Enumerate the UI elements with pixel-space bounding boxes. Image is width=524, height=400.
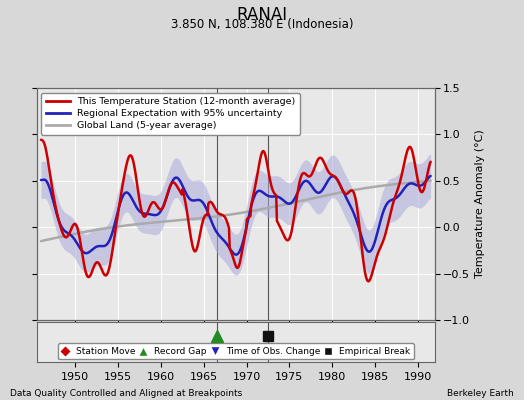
Text: 3.850 N, 108.380 E (Indonesia): 3.850 N, 108.380 E (Indonesia): [171, 18, 353, 31]
Text: Data Quality Controlled and Aligned at Breakpoints: Data Quality Controlled and Aligned at B…: [10, 389, 243, 398]
Y-axis label: Temperature Anomaly (°C): Temperature Anomaly (°C): [475, 130, 485, 278]
Legend: This Temperature Station (12-month average), Regional Expectation with 95% uncer: This Temperature Station (12-month avera…: [41, 93, 300, 135]
Text: RANAI: RANAI: [236, 6, 288, 24]
Legend: Station Move, Record Gap, Time of Obs. Change, Empirical Break: Station Move, Record Gap, Time of Obs. C…: [58, 343, 414, 360]
Text: Berkeley Earth: Berkeley Earth: [447, 389, 514, 398]
